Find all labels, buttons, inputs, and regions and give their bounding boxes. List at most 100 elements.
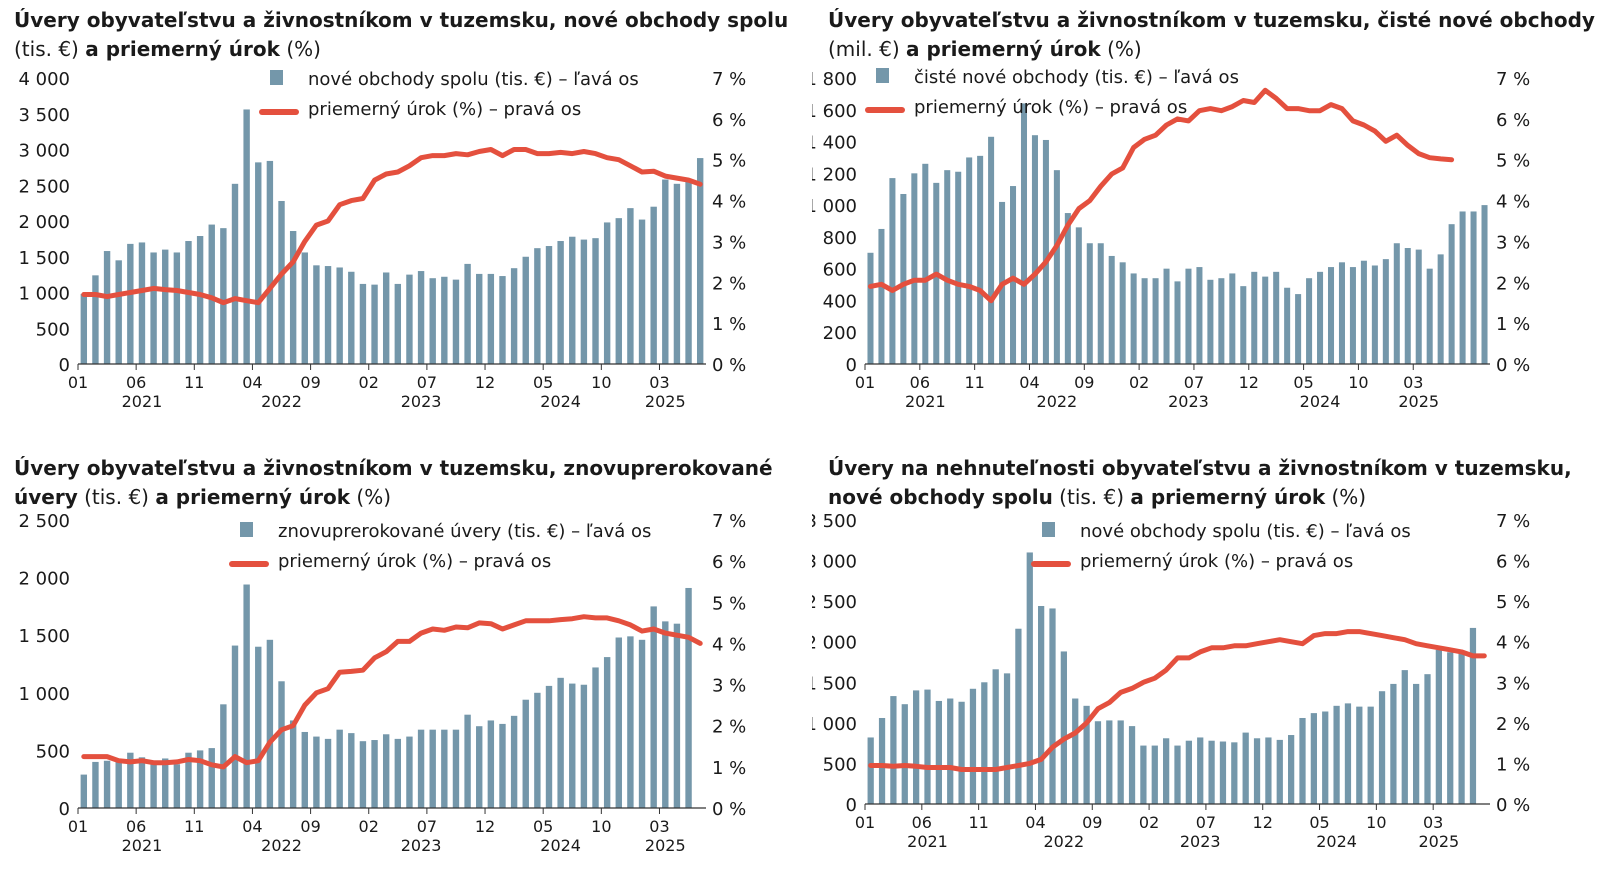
x-tick-label: 11 xyxy=(968,813,988,832)
bar xyxy=(406,736,413,808)
x-year-label: 2025 xyxy=(1419,832,1460,851)
x-year-label: 2021 xyxy=(122,836,163,855)
bar xyxy=(1378,691,1386,804)
bar xyxy=(336,267,343,364)
x-tick-label: 06 xyxy=(910,373,930,392)
y-right-tick-label: 1 % xyxy=(712,758,746,779)
bar xyxy=(138,242,146,364)
bar xyxy=(185,241,192,364)
bar xyxy=(1130,273,1137,364)
title-unit: (tis. €) xyxy=(84,485,149,509)
x-tick-label: 03 xyxy=(649,817,669,836)
bar xyxy=(80,774,88,808)
bar xyxy=(900,193,907,364)
x-tick-label: 01 xyxy=(855,373,875,392)
bar xyxy=(557,677,564,808)
bar xyxy=(1010,186,1017,364)
x-year-label: 2021 xyxy=(905,392,946,411)
bar xyxy=(592,238,599,364)
legend-bar-swatch xyxy=(240,522,253,537)
x-tick-label: 06 xyxy=(912,813,932,832)
legend-line-label: priemerný úrok (%) – pravá os xyxy=(278,551,551,572)
x-tick-label: 07 xyxy=(417,373,437,392)
y-left-tick-label: 2 000 xyxy=(812,633,857,654)
bar xyxy=(92,761,99,808)
bar xyxy=(510,715,518,808)
bar xyxy=(522,699,529,808)
chart-panel-3: Úvery na nehnuteľnosti obyvateľstvu a ži… xyxy=(812,448,1624,896)
y-right-tick-label: 5 % xyxy=(712,593,746,614)
bar xyxy=(685,180,692,364)
bar xyxy=(1117,720,1124,804)
bar xyxy=(1106,720,1113,804)
bar xyxy=(1240,286,1247,364)
bar xyxy=(173,764,181,808)
bar xyxy=(878,717,886,804)
bar xyxy=(685,587,692,808)
x-tick-label: 02 xyxy=(359,373,379,392)
bar xyxy=(441,276,448,364)
y-right-tick-label: 6 % xyxy=(1496,110,1530,131)
x-year-label: 2021 xyxy=(907,832,948,851)
chart-title: Úvery na nehnuteľnosti obyvateľstvu a ži… xyxy=(828,454,1608,512)
x-tick-label: 04 xyxy=(1019,373,1039,392)
x-tick-label: 04 xyxy=(242,817,262,836)
bar xyxy=(867,252,874,364)
chart-svg: 0 200 400 600 800 1 000 1 200 1 400 1 600 1 800 0 … xyxy=(812,67,1530,411)
y-left-tick-label: 1 000 xyxy=(812,196,857,217)
bar xyxy=(1251,271,1258,364)
x-tick-label: 02 xyxy=(1129,373,1149,392)
bar xyxy=(1053,170,1060,364)
bar xyxy=(313,736,320,808)
y-left-tick-label: 1 500 xyxy=(18,626,70,647)
title-main: Úvery obyvateľstvu a živnostníkom v tuze… xyxy=(14,456,773,509)
bar xyxy=(324,266,332,364)
y-right-tick-label: 5 % xyxy=(1496,151,1530,172)
y-left-tick-label: 800 xyxy=(823,228,857,249)
bar xyxy=(522,256,529,364)
legend-bar-label: nové obchody spolu (tis. €) – ľavá os xyxy=(1080,521,1411,542)
bar xyxy=(1038,606,1045,804)
bar xyxy=(324,738,332,808)
bar xyxy=(1481,205,1488,364)
bar xyxy=(1295,294,1302,364)
bar xyxy=(1253,738,1261,804)
bar xyxy=(650,606,657,808)
bar xyxy=(1140,745,1147,804)
x-year-label: 2023 xyxy=(401,836,442,855)
bar xyxy=(231,645,239,808)
bar xyxy=(1231,742,1238,804)
x-year-label: 2021 xyxy=(122,392,163,411)
bar xyxy=(1141,278,1148,364)
bar xyxy=(1242,732,1249,804)
bar xyxy=(1094,721,1102,804)
bar xyxy=(1317,271,1324,364)
y-left-tick-label: 600 xyxy=(823,260,857,281)
bar xyxy=(336,729,343,808)
bar xyxy=(1382,259,1389,364)
x-year-label: 2023 xyxy=(1180,832,1221,851)
bar xyxy=(955,171,962,364)
x-tick-label: 04 xyxy=(1025,813,1045,832)
rate-line xyxy=(868,87,1455,304)
y-left-tick-label: 500 xyxy=(36,741,70,762)
bar xyxy=(220,704,227,808)
x-year-label: 2024 xyxy=(1300,392,1341,411)
bar xyxy=(569,236,576,364)
bar xyxy=(371,740,378,808)
x-year-label: 2025 xyxy=(645,392,686,411)
bar xyxy=(1229,273,1236,364)
title-pct: (%) xyxy=(356,485,392,509)
y-right-tick-label: 1 % xyxy=(1496,754,1530,775)
bar xyxy=(662,179,669,364)
bar xyxy=(348,733,355,808)
x-tick-label: 09 xyxy=(1082,813,1102,832)
bar xyxy=(1207,279,1214,364)
rate-line xyxy=(868,629,1487,772)
bar xyxy=(452,279,460,364)
bar xyxy=(1327,267,1335,364)
bar xyxy=(127,752,134,808)
bar xyxy=(1108,255,1115,364)
x-year-label: 2025 xyxy=(645,836,686,855)
bar xyxy=(977,155,984,364)
